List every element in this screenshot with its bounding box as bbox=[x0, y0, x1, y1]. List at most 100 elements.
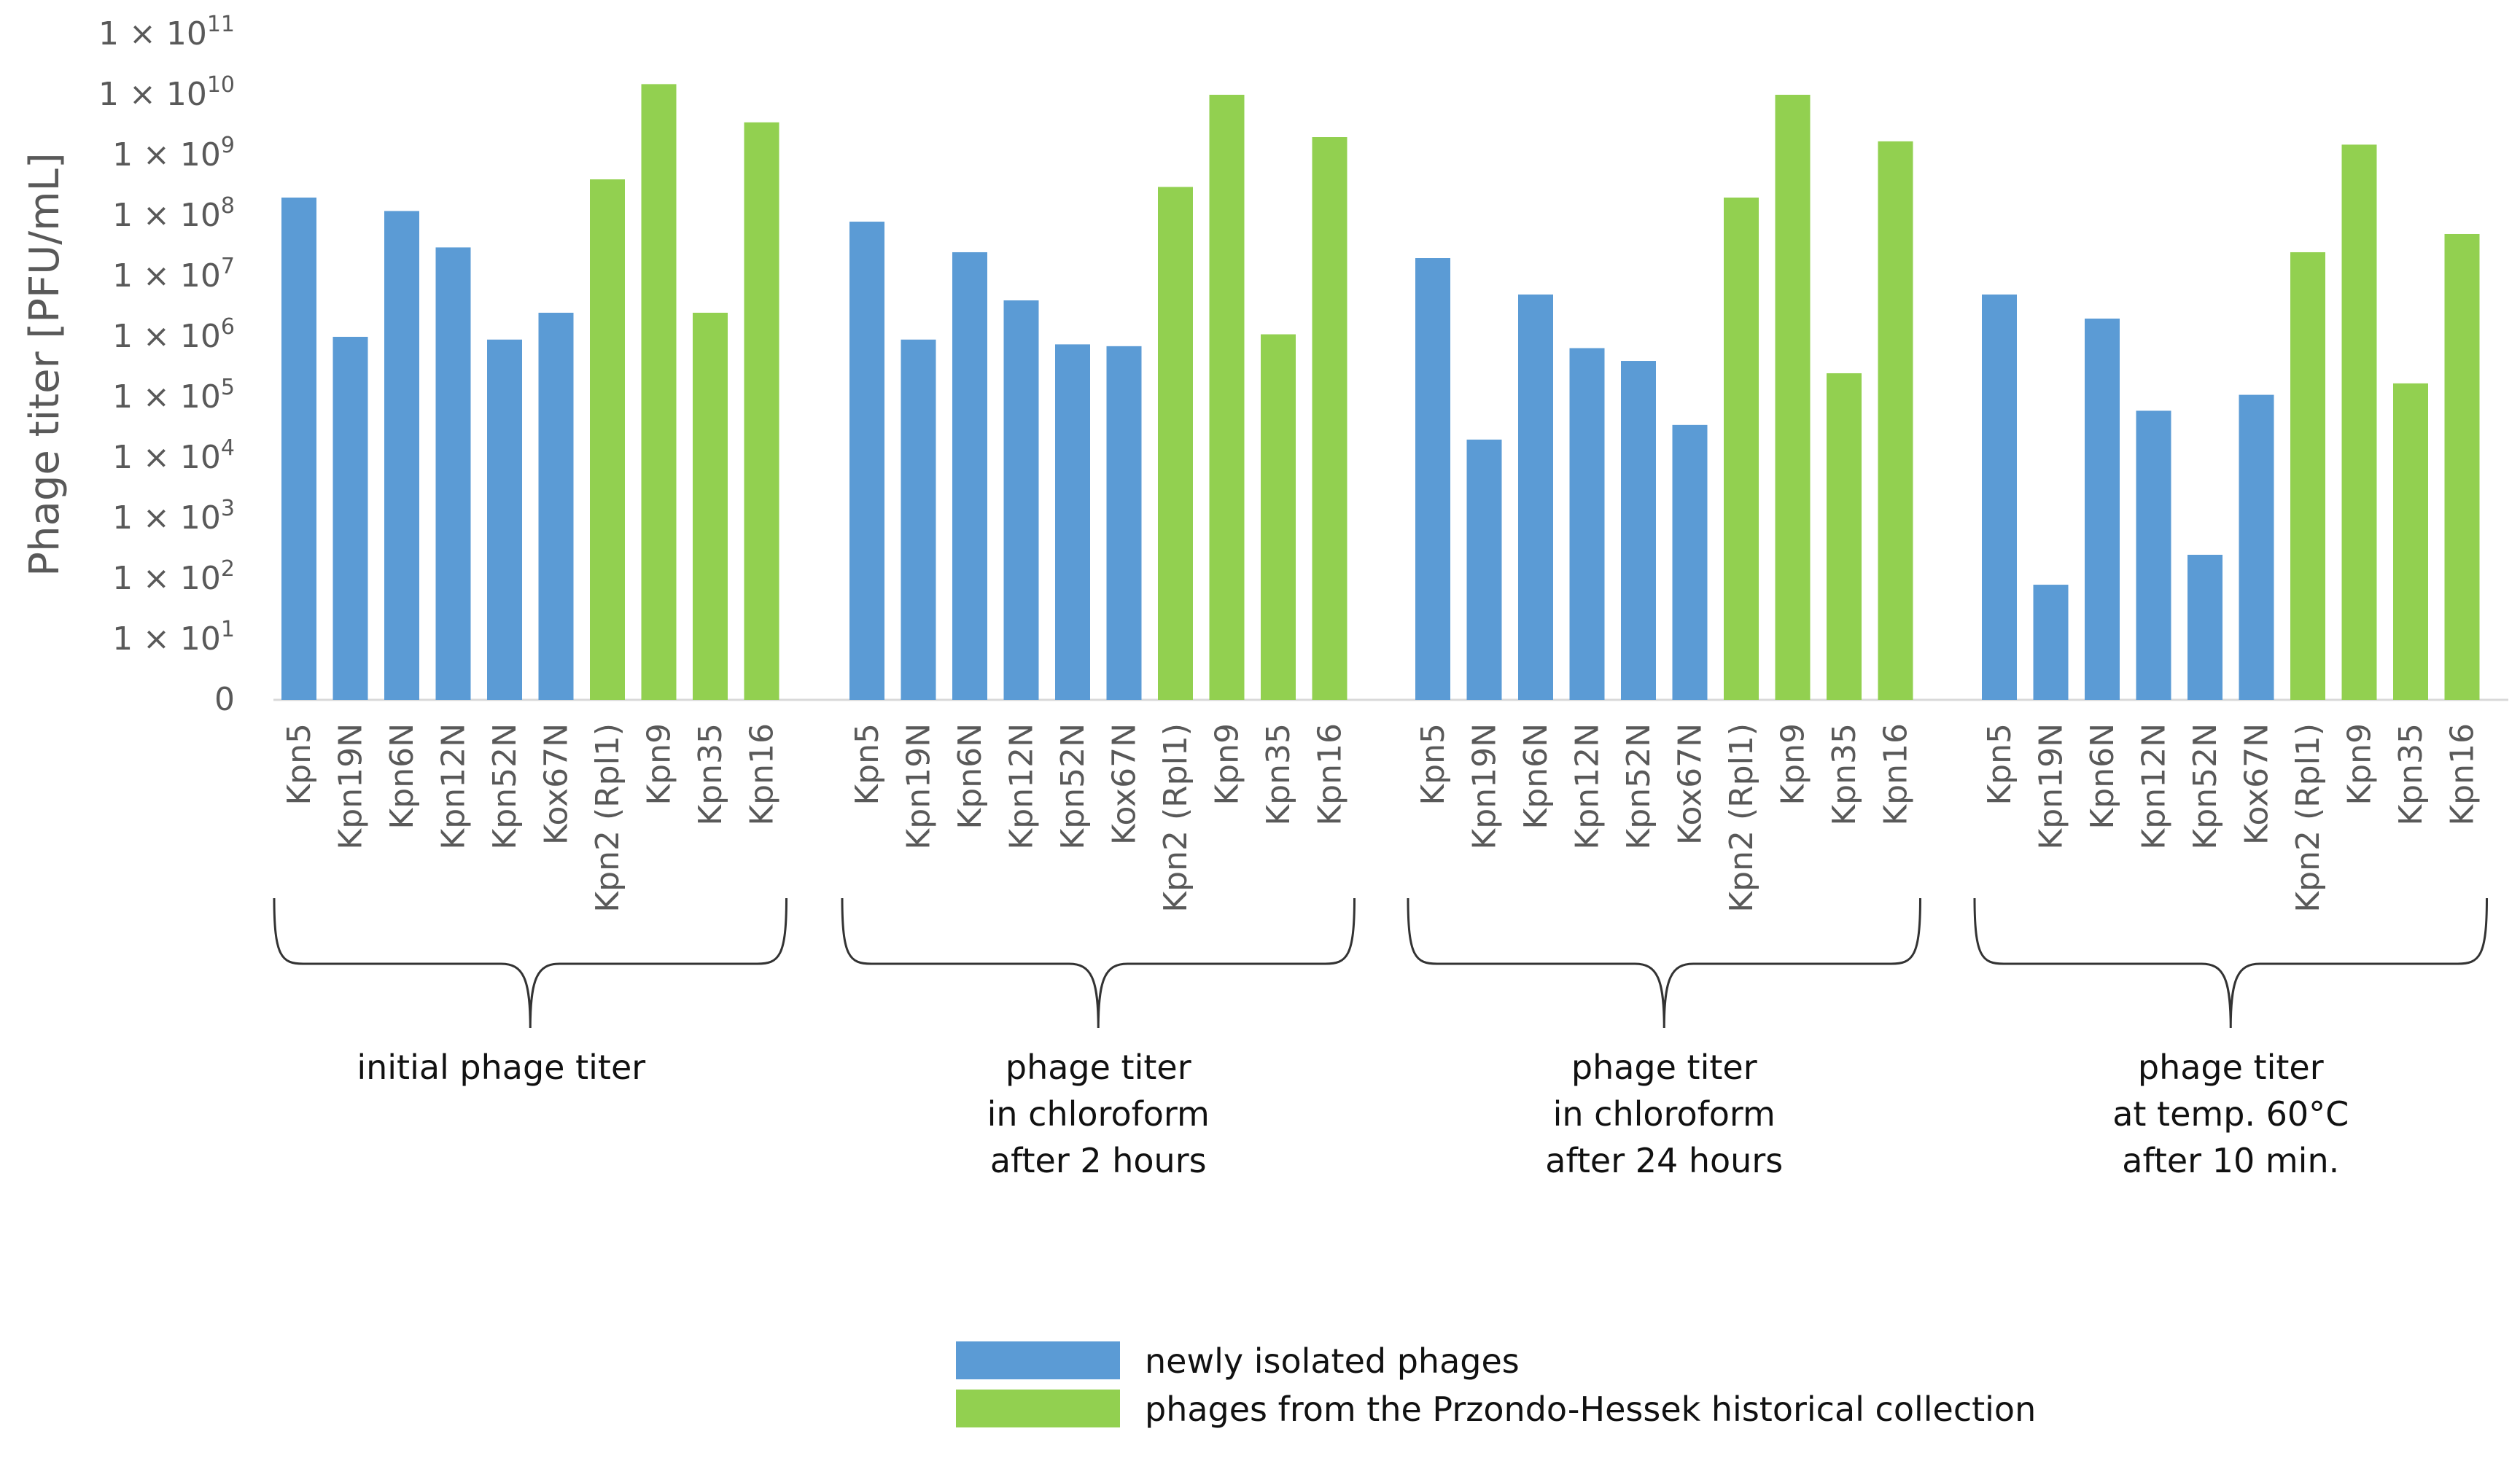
x-tick-label: Kpn6N bbox=[952, 723, 989, 830]
bar-kpn12n bbox=[2136, 410, 2171, 700]
bar-kpn52n bbox=[487, 339, 522, 700]
bar-kpn35 bbox=[1827, 373, 1862, 700]
x-tick-label: Kpn52N bbox=[1620, 723, 1657, 850]
bar-kpn6n bbox=[384, 211, 419, 700]
y-tick-label: 1 × 108 bbox=[112, 193, 235, 234]
group-label: at temp. 60°C bbox=[2112, 1094, 2349, 1134]
bar-kpn52n bbox=[1055, 344, 1090, 700]
y-tick-label: 1 × 101 bbox=[112, 617, 235, 658]
bar-kpn35 bbox=[2393, 383, 2428, 700]
group-label: phage titer bbox=[2138, 1048, 2324, 1087]
bar-kpn12n bbox=[1003, 300, 1039, 700]
bar-kox67n bbox=[538, 312, 574, 701]
bar-kpn16 bbox=[1312, 137, 1348, 700]
x-tick-label: Kpn35 bbox=[692, 723, 729, 826]
x-tick-label: Kpn16 bbox=[2444, 723, 2481, 826]
bar-kpn5 bbox=[1982, 294, 2017, 701]
x-tick-label: Kpn5 bbox=[281, 723, 318, 806]
bar-kpn19n bbox=[901, 339, 936, 700]
x-tick-label: Kpn12N bbox=[2136, 723, 2173, 850]
bar-kox67n bbox=[1106, 346, 1142, 700]
group-brace bbox=[841, 897, 1356, 1029]
bar-kpn9 bbox=[1209, 95, 1245, 700]
group-label: in chloroform bbox=[1553, 1094, 1776, 1134]
bar-kpn12n bbox=[1569, 348, 1605, 700]
x-tick-label: Kox67N bbox=[2239, 723, 2276, 845]
y-tick-label: 1 × 106 bbox=[112, 314, 235, 355]
group-label: in chloroform bbox=[987, 1094, 1210, 1134]
x-tick-label: Kpn9 bbox=[1209, 723, 1246, 806]
x-tick-label: Kpn2 (Rpl1) bbox=[1157, 723, 1194, 913]
bar-kpn35 bbox=[693, 312, 728, 701]
x-tick-label: Kpn5 bbox=[1415, 723, 1452, 806]
group-label: phage titer bbox=[1006, 1048, 1191, 1087]
bar-kpn19n bbox=[332, 337, 368, 700]
x-tick-label: Kpn9 bbox=[2341, 723, 2379, 806]
x-tick-label: Kox67N bbox=[538, 723, 575, 845]
y-tick-label: 1 × 105 bbox=[112, 375, 235, 416]
bar-kpn52n bbox=[1621, 361, 1656, 700]
x-tick-label: Kpn6N bbox=[2084, 723, 2121, 830]
x-tick-label: Kpn2 (Rpl1) bbox=[1723, 723, 1760, 913]
legend-swatch bbox=[956, 1390, 1120, 1427]
bar-kox67n bbox=[1672, 424, 1708, 700]
bar-kpn16 bbox=[1878, 141, 1913, 700]
bar-kpn6n bbox=[952, 252, 987, 701]
group-brace bbox=[1973, 897, 2488, 1029]
x-tick-label: Kpn2 (Rpl1) bbox=[589, 723, 626, 913]
x-tick-label: Kpn6N bbox=[384, 723, 421, 830]
x-tick-label: Kox67N bbox=[1672, 723, 1709, 845]
bar-kpn5 bbox=[849, 222, 884, 700]
x-tick-label: Kpn52N bbox=[2187, 723, 2224, 850]
x-tick-label: Kpn52N bbox=[1054, 723, 1092, 850]
x-tick-label: Kpn5 bbox=[849, 723, 886, 806]
y-tick-label: 1 × 104 bbox=[112, 435, 235, 476]
x-tick-label: Kpn2 (Rpl1) bbox=[2290, 723, 2327, 913]
y-tick-label: 1 × 102 bbox=[112, 556, 235, 597]
group-brace bbox=[1407, 897, 1921, 1029]
bar-kpn52n bbox=[2188, 554, 2222, 700]
bar-kpn35 bbox=[1261, 334, 1296, 700]
group-label: after 2 hours bbox=[990, 1141, 1207, 1180]
bar-kpn16 bbox=[744, 122, 779, 700]
x-tick-label: Kpn35 bbox=[1260, 723, 1297, 826]
x-tick-label: Kpn16 bbox=[744, 723, 781, 826]
y-tick-label: 1 × 1011 bbox=[98, 12, 235, 52]
bar-kpn9 bbox=[641, 84, 677, 701]
group-label: after 24 hours bbox=[1545, 1141, 1783, 1180]
legend: newly isolated phages phages from the Prz… bbox=[956, 1341, 2036, 1429]
x-tick-label: Kpn19N bbox=[2033, 723, 2070, 850]
y-tick-label: 1 × 109 bbox=[112, 133, 235, 174]
bar-kpn19n bbox=[2033, 585, 2069, 700]
x-tick-label: Kpn6N bbox=[1517, 723, 1555, 830]
x-tick-label: Kpn16 bbox=[1878, 723, 1915, 826]
y-tick-label: 1 × 1010 bbox=[98, 72, 235, 113]
y-axis-title: Phage titer [PFU/mL] bbox=[21, 152, 69, 576]
x-tick-label: Kpn52N bbox=[486, 723, 524, 850]
legend-label: phages from the Przondo-Hessek historica… bbox=[1145, 1390, 2036, 1429]
bar-kpn2-rpl1 bbox=[590, 179, 625, 700]
group-label: phage titer bbox=[1571, 1048, 1757, 1087]
bar-kpn19n bbox=[1466, 440, 1502, 700]
bar-kpn16 bbox=[2444, 233, 2480, 701]
group-label: after 10 min. bbox=[2122, 1141, 2339, 1180]
bar-kpn2-rpl1 bbox=[1724, 198, 1759, 700]
x-tick-label: Kpn19N bbox=[332, 723, 370, 850]
legend-swatch bbox=[956, 1341, 1120, 1379]
bar-kpn12n bbox=[435, 247, 471, 700]
y-tick-label: 1 × 103 bbox=[112, 496, 235, 537]
y-tick-label: 0 bbox=[214, 681, 235, 718]
bar-kpn9 bbox=[1775, 95, 1811, 700]
x-tick-label: Kpn35 bbox=[1826, 723, 1863, 826]
bar-kpn2-rpl1 bbox=[2290, 252, 2325, 701]
x-tick-label: Kpn35 bbox=[2392, 723, 2430, 826]
x-tick-label: Kox67N bbox=[1106, 723, 1143, 845]
x-tick-label: Kpn9 bbox=[1775, 723, 1812, 806]
y-tick-label: 1 × 107 bbox=[112, 254, 235, 295]
x-tick-label: Kpn12N bbox=[435, 723, 472, 850]
legend-label: newly isolated phages bbox=[1145, 1341, 1520, 1381]
x-tick-label: Kpn12N bbox=[1569, 723, 1606, 850]
bar-kox67n bbox=[2239, 394, 2274, 700]
x-tick-label: Kpn16 bbox=[1312, 723, 1349, 826]
